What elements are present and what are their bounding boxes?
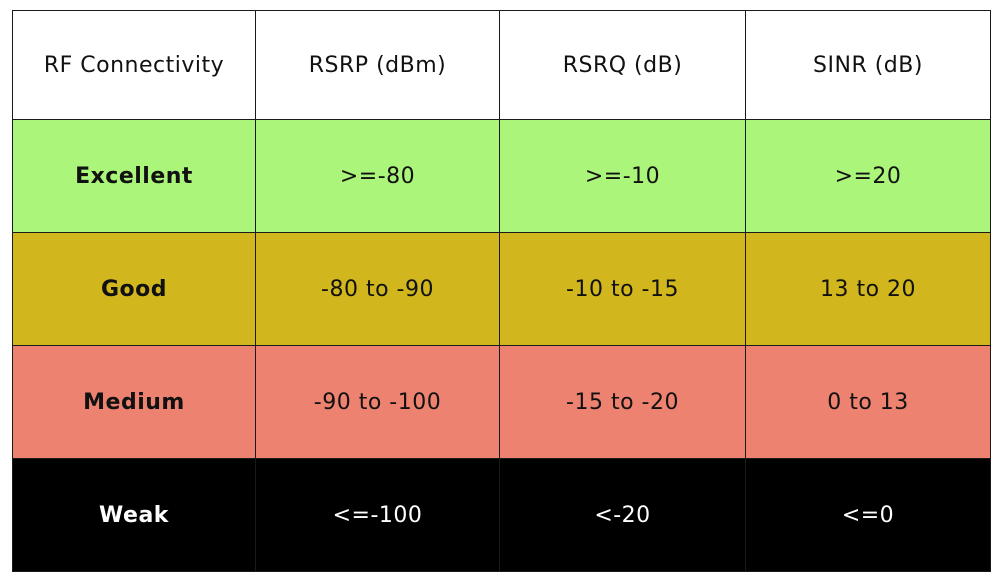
header-rf-connectivity: RF Connectivity: [12, 10, 256, 120]
header-sinr: SINR (dB): [745, 10, 991, 120]
header-rsrp: RSRP (dBm): [255, 10, 500, 120]
rf-connectivity-table-frame: RF Connectivity RSRP (dBm) RSRQ (dB) SIN…: [12, 10, 991, 572]
table-row-medium: Medium -90 to -100 -15 to -20 0 to 13: [12, 345, 991, 459]
header-row: RF Connectivity RSRP (dBm) RSRQ (dB) SIN…: [12, 10, 991, 120]
table-row-weak: Weak <=-100 <-20 <=0: [12, 458, 991, 572]
rsrp-value-good: -80 to -90: [255, 232, 500, 346]
rsrq-value-good: -10 to -15: [499, 232, 746, 346]
sinr-value-good: 13 to 20: [745, 232, 991, 346]
row-label-medium: Medium: [12, 345, 256, 459]
rf-connectivity-table: RF Connectivity RSRP (dBm) RSRQ (dB) SIN…: [12, 10, 991, 572]
table-row-good: Good -80 to -90 -10 to -15 13 to 20: [12, 232, 991, 346]
rsrq-value-weak: <-20: [499, 458, 746, 572]
rsrp-value-excellent: >=-80: [255, 119, 500, 233]
table-row-excellent: Excellent >=-80 >=-10 >=20: [12, 119, 991, 233]
row-label-excellent: Excellent: [12, 119, 256, 233]
rsrp-value-medium: -90 to -100: [255, 345, 500, 459]
rsrp-value-weak: <=-100: [255, 458, 500, 572]
sinr-value-excellent: >=20: [745, 119, 991, 233]
row-label-good: Good: [12, 232, 256, 346]
header-rsrq: RSRQ (dB): [499, 10, 746, 120]
rsrq-value-medium: -15 to -20: [499, 345, 746, 459]
sinr-value-medium: 0 to 13: [745, 345, 991, 459]
rsrq-value-excellent: >=-10: [499, 119, 746, 233]
row-label-weak: Weak: [12, 458, 256, 572]
sinr-value-weak: <=0: [745, 458, 991, 572]
